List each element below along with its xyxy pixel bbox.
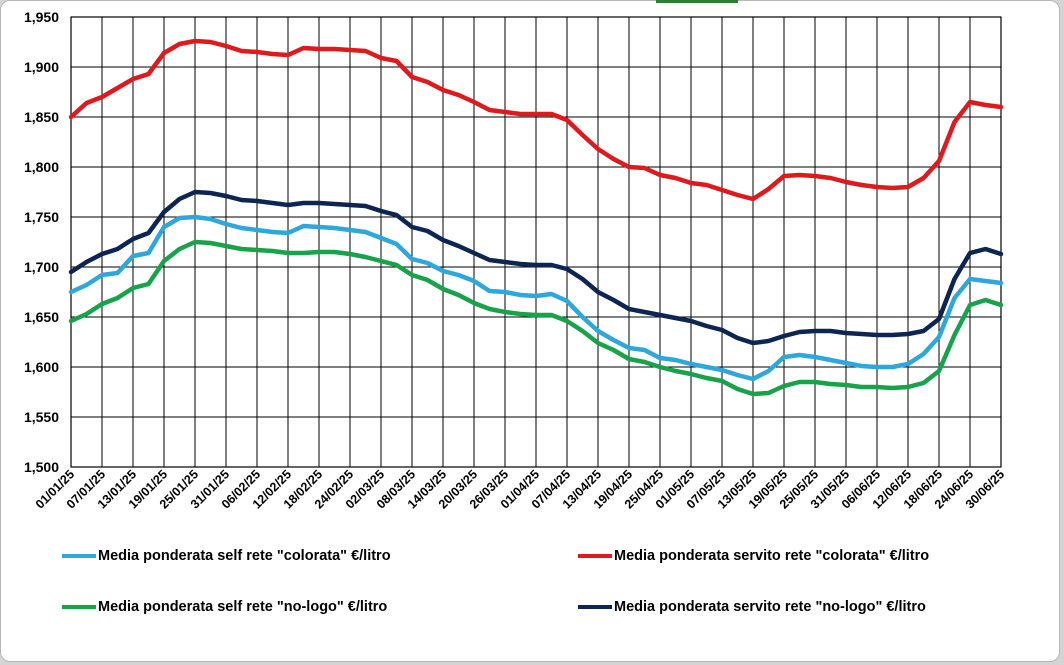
y-tick-label: 1,600 — [24, 359, 59, 375]
y-tick-label: 1,900 — [24, 59, 59, 75]
legend-swatch-servito-nologo — [578, 605, 612, 609]
y-tick-label: 1,650 — [24, 309, 59, 325]
grid-lines — [70, 16, 1002, 468]
legend-label-servito-colorata: Media ponderata servito rete "colorata" … — [614, 548, 930, 564]
legend-swatch-self-nologo — [62, 605, 96, 609]
y-axis-ticks: 1,500 1,550 1,600 1,650 1,700 1,750 1,800 1,850… — [24, 9, 59, 475]
y-tick-label: 1,850 — [24, 109, 59, 125]
legend-item-self-colorata: Media ponderata self rete "colorata" €/l… — [62, 548, 391, 564]
series-line-servito-nologo — [68, 189, 1004, 346]
legend-swatch-servito-colorata — [578, 554, 612, 558]
legend-label-servito-nologo: Media ponderata servito rete "no-logo" €… — [614, 599, 926, 615]
legend-item-servito-colorata: Media ponderata servito rete "colorata" … — [578, 548, 929, 564]
y-tick-label: 1,950 — [24, 9, 59, 25]
series-lines — [68, 38, 1004, 397]
line-chart: 1,500 1,550 1,600 1,650 1,700 1,750 1,800 1,850… — [24, 9, 1007, 512]
legend-label-self-nologo: Media ponderata self rete "no-logo" €/li… — [98, 599, 388, 615]
y-tick-label: 1,500 — [24, 459, 59, 475]
legend-item-self-nologo: Media ponderata self rete "no-logo" €/li… — [62, 599, 387, 615]
y-tick-label: 1,750 — [24, 209, 59, 225]
series-line-servito-colorata — [68, 38, 1004, 202]
y-tick-label: 1,700 — [24, 259, 59, 275]
y-tick-label: 1,800 — [24, 159, 59, 175]
legend-swatch-self-colorata — [62, 554, 96, 558]
legend-label-self-colorata: Media ponderata self rete "colorata" €/l… — [98, 548, 391, 564]
y-tick-label: 1,550 — [24, 409, 59, 425]
series-line-self-colorata — [68, 214, 1004, 382]
plot-area-border — [70, 16, 1002, 468]
window-accent-bar — [656, 0, 738, 3]
legend-item-servito-nologo: Media ponderata servito rete "no-logo" €… — [578, 599, 926, 615]
x-axis-ticks: 01/01/2507/01/2513/01/2519/01/2525/01/25… — [33, 467, 1007, 511]
series-line-self-nologo — [68, 239, 1004, 397]
